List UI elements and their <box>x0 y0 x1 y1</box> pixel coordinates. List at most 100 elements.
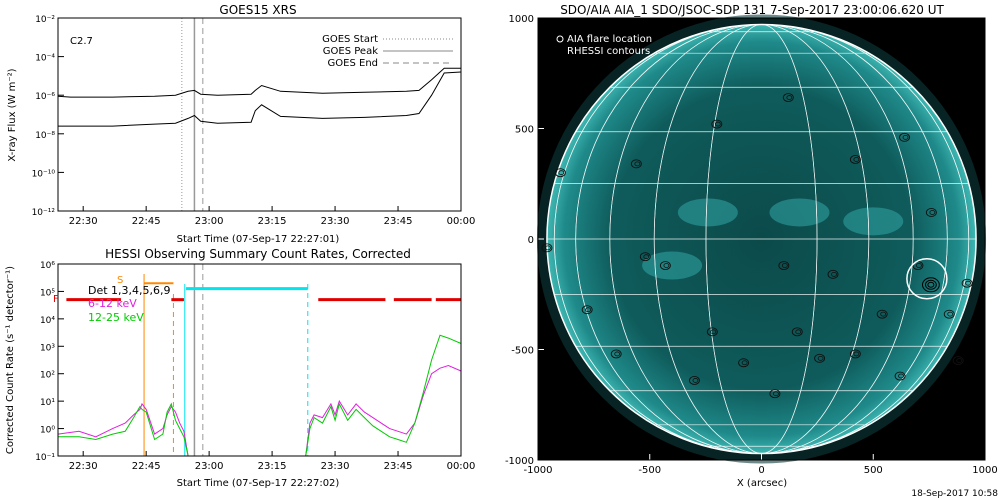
goes-legend: GOES Start GOES Peak GOES End <box>322 34 453 69</box>
aia-rhessi-contour <box>956 358 963 363</box>
aia-rhessi-contour <box>663 263 670 268</box>
aia-rhessi-contour <box>929 210 936 215</box>
aia-rhessi-contour <box>630 159 642 169</box>
hessi-flag-s: S <box>117 275 123 286</box>
aia-rhessi-contour <box>773 391 779 397</box>
hessi-xtick-label: 23:00 <box>195 461 224 472</box>
aia-rhessi-contour <box>706 327 718 337</box>
aia-rhessi-contour <box>925 208 937 217</box>
hessi-xtick-label: 23:15 <box>258 461 287 472</box>
goes-xtick-label: 23:45 <box>384 216 413 227</box>
goes-title: GOES15 XRS <box>219 3 296 17</box>
aia-xtick-label: -500 <box>638 465 661 476</box>
aia-rhessi-contour <box>952 356 964 365</box>
hessi-legend-low: 6-12 keV <box>88 297 137 310</box>
aia-panel: SDO/AIA AIA_1 SDO/JSOC-SDP 131 7-Sep-201… <box>505 3 998 489</box>
hessi-ylabel: Corrected Count Rate (s⁻¹ detector⁻¹) <box>5 266 16 454</box>
aia-rhessi-contour <box>814 353 826 363</box>
aia-rhessi-contour <box>849 154 861 164</box>
aia-ytick-label: -500 <box>511 346 534 357</box>
aia-frame <box>537 17 986 461</box>
hessi-ytick-label: 10⁶ <box>40 261 55 271</box>
goes-ytick-label: 10⁻¹² <box>32 208 56 218</box>
goes-xlabel: Start Time (07-Sep-17 22:27:01) <box>177 234 340 245</box>
aia-rhessi-contour <box>827 269 839 279</box>
hessi-ytick-label: 10³ <box>40 343 55 353</box>
aia-rhessi-contour <box>961 278 973 288</box>
hessi-series-12-25 <box>58 334 462 457</box>
aia-rhessi-contour <box>741 360 748 366</box>
hessi-legend-det: Det 1,3,4,5,6,9 <box>88 284 171 297</box>
aia-legend-flare: AIA flare location <box>567 34 652 45</box>
hessi-xtick-label: 23:45 <box>384 461 413 472</box>
aia-xtick-label: -1000 <box>523 465 552 476</box>
aia-rhessi-contour <box>692 378 699 383</box>
goes-ytick-label: 10⁻⁸ <box>35 131 55 141</box>
aia-legend-contours: RHESSI contours <box>567 46 650 57</box>
aia-rhessi-contour <box>541 243 553 253</box>
aia-xlabel: X (arcsec) <box>737 478 787 489</box>
hessi-legend: Det 1,3,4,5,6,9 6-12 keV 12-25 keV <box>88 284 171 324</box>
aia-ytick-label: 1000 <box>509 14 534 25</box>
aia-plot-area: -1000 -500 0 500 1000 -1000 -500 0 500 1000 <box>505 14 998 476</box>
aia-rhessi-contour <box>781 263 788 268</box>
goes-ylabel: X-ray Flux (W m⁻²) <box>7 68 18 161</box>
aia-rhessi-contour <box>817 355 824 361</box>
aia-rhessi-contour <box>778 261 790 270</box>
hessi-xtick-label: 00:00 <box>447 461 476 472</box>
goes-xtick-label: 23:30 <box>321 216 350 227</box>
goes-frame <box>57 17 462 212</box>
aia-ytick-label: -1000 <box>505 456 534 467</box>
hessi-ytick-label: 10⁵ <box>40 288 55 298</box>
goes-ytick-label: 10⁻¹⁰ <box>32 169 56 179</box>
aia-rhessi-contour <box>639 252 651 262</box>
aia-legend-circle-icon <box>556 35 564 43</box>
hessi-panel: HESSI Observing Summary Count Rates, Cor… <box>5 247 475 489</box>
aia-flare-contour <box>927 281 935 288</box>
aia-rhessi-contour <box>689 375 700 385</box>
goes-ytick-label: 10⁻² <box>35 15 55 25</box>
aia-rhessi-contour <box>853 351 860 357</box>
aia-ytick-label: 0 <box>528 235 534 246</box>
aia-active-region <box>843 207 904 236</box>
aia-rhessi-contour <box>898 373 904 379</box>
aia-xtick-label: 500 <box>864 465 883 476</box>
aia-legend: AIA flare location RHESSI contours <box>556 34 652 57</box>
goes-legend-peak: GOES Peak <box>323 46 378 57</box>
aia-flare-location-circle <box>906 258 948 300</box>
aia-rhessi-contour <box>558 170 565 176</box>
hessi-flag-f: F <box>53 294 59 305</box>
goes-panel: GOES15 XRS 22:30 22:45 23:00 23:15 23:30 23:4… <box>7 3 475 245</box>
goes-series-long <box>58 71 462 127</box>
goes-legend-start: GOES Start <box>322 34 378 45</box>
hessi-xtick-label: 23:30 <box>321 461 350 472</box>
aia-rhessi-contour <box>545 245 551 251</box>
aia-rhessi-contour <box>880 311 887 317</box>
goes-xtick-label: 22:45 <box>132 216 161 227</box>
aia-rhessi-contour <box>916 263 922 268</box>
aia-rhessi-contour <box>791 327 803 337</box>
hessi-ytick-label: 10⁴ <box>40 316 55 326</box>
aia-rhessi-contour <box>795 329 802 335</box>
aia-xtick-label: 1000 <box>972 465 997 476</box>
aia-rhessi-contour <box>659 261 671 270</box>
hessi-frame <box>57 263 462 457</box>
aia-rhessi-contour <box>849 349 861 359</box>
goes-xtick-label: 22:30 <box>69 216 98 227</box>
aia-rhessi-contour <box>738 358 750 368</box>
aia-rhessi-contour <box>894 371 906 381</box>
aia-rhessi-contour <box>610 349 622 359</box>
hessi-ytick-label: 10¹ <box>40 398 55 408</box>
aia-limb <box>546 23 977 455</box>
hessi-xlabel: Start Time (07-Sep-17 22:27:02) <box>177 478 340 489</box>
aia-rhessi-contour <box>782 93 794 103</box>
hessi-legend-high: 12-25 keV <box>88 311 144 324</box>
aia-xtick-label: 0 <box>758 465 764 476</box>
goes-plot-area: 22:30 22:45 23:00 23:15 23:30 23:45 00:00 10⁻¹²… <box>32 15 476 227</box>
aia-rhessi-contour <box>714 121 721 127</box>
aia-rhessi-contour <box>614 351 621 357</box>
hessi-ytick-label: 10² <box>40 371 55 381</box>
hessi-xtick-label: 22:45 <box>132 461 161 472</box>
footer-timestamp: 18-Sep-2017 10:58 <box>911 489 998 499</box>
